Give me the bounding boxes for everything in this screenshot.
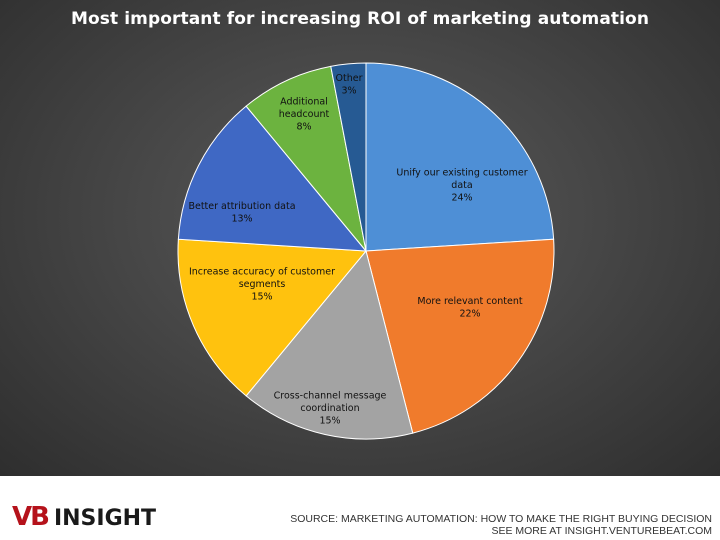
- slice-label: Additional headcount 8%: [279, 97, 330, 133]
- source-line-2: SEE MORE AT INSIGHT.VENTUREBEAT.COM: [491, 525, 712, 537]
- slice-value-label: 24%: [451, 193, 472, 204]
- pie-chart: Unify our existing customer data 24% More r…: [177, 62, 555, 440]
- slice-value-label: 22%: [459, 308, 480, 319]
- slice-name-label: More relevant content: [417, 296, 522, 307]
- slice-label: Better attribution data 13%: [188, 201, 295, 225]
- slice-label: Other 3%: [336, 73, 363, 97]
- source-text: SOURCE: MARKETING AUTOMATION: HOW TO MAK…: [290, 513, 712, 537]
- logo-vb: VB: [12, 502, 50, 532]
- slice-label: Cross-channel message coordination 15%: [274, 391, 387, 427]
- slice-name-label: Increase accuracy of customer: [189, 267, 335, 278]
- slice-value-label: 15%: [251, 292, 272, 303]
- slice-name-label: Additional: [280, 97, 328, 108]
- slice-value-label: 3%: [341, 85, 356, 96]
- slice-name-label: Cross-channel message: [274, 391, 387, 402]
- slice-name-label: segments: [239, 279, 286, 290]
- pie-slice: [365, 238, 555, 434]
- pie-slice: [177, 105, 368, 252]
- chart-area: Most important for increasing ROI of mar…: [0, 0, 720, 476]
- slice-name-label: Other: [336, 73, 363, 84]
- pie-slice: [245, 249, 414, 440]
- slice-name-label: Better attribution data: [188, 201, 295, 212]
- slice-label: Increase accuracy of customer segments 15%: [189, 267, 335, 303]
- pie-slice: [177, 238, 368, 397]
- slice-value-label: 15%: [319, 416, 340, 427]
- vb-insight-logo: VB INSIGHT: [12, 502, 156, 532]
- slice-label: More relevant content 22%: [417, 296, 522, 320]
- slice-label: Unify our existing customer data 24%: [396, 168, 527, 204]
- slice-name-label: coordination: [300, 403, 359, 414]
- slice-value-label: 13%: [231, 213, 252, 224]
- footer: [0, 476, 720, 540]
- slice-name-label: data: [451, 180, 472, 191]
- pie-slice: [365, 62, 555, 252]
- slice-value-label: 8%: [296, 122, 311, 133]
- pie-slice: [245, 65, 367, 252]
- logo-insight: INSIGHT: [53, 506, 157, 531]
- chart-title: Most important for increasing ROI of mar…: [70, 9, 650, 29]
- slice-name-label: headcount: [279, 109, 330, 120]
- pie-slice: [330, 62, 367, 252]
- source-line-1: SOURCE: MARKETING AUTOMATION: HOW TO MAK…: [290, 513, 712, 525]
- slice-name-label: Unify our existing customer: [396, 168, 527, 179]
